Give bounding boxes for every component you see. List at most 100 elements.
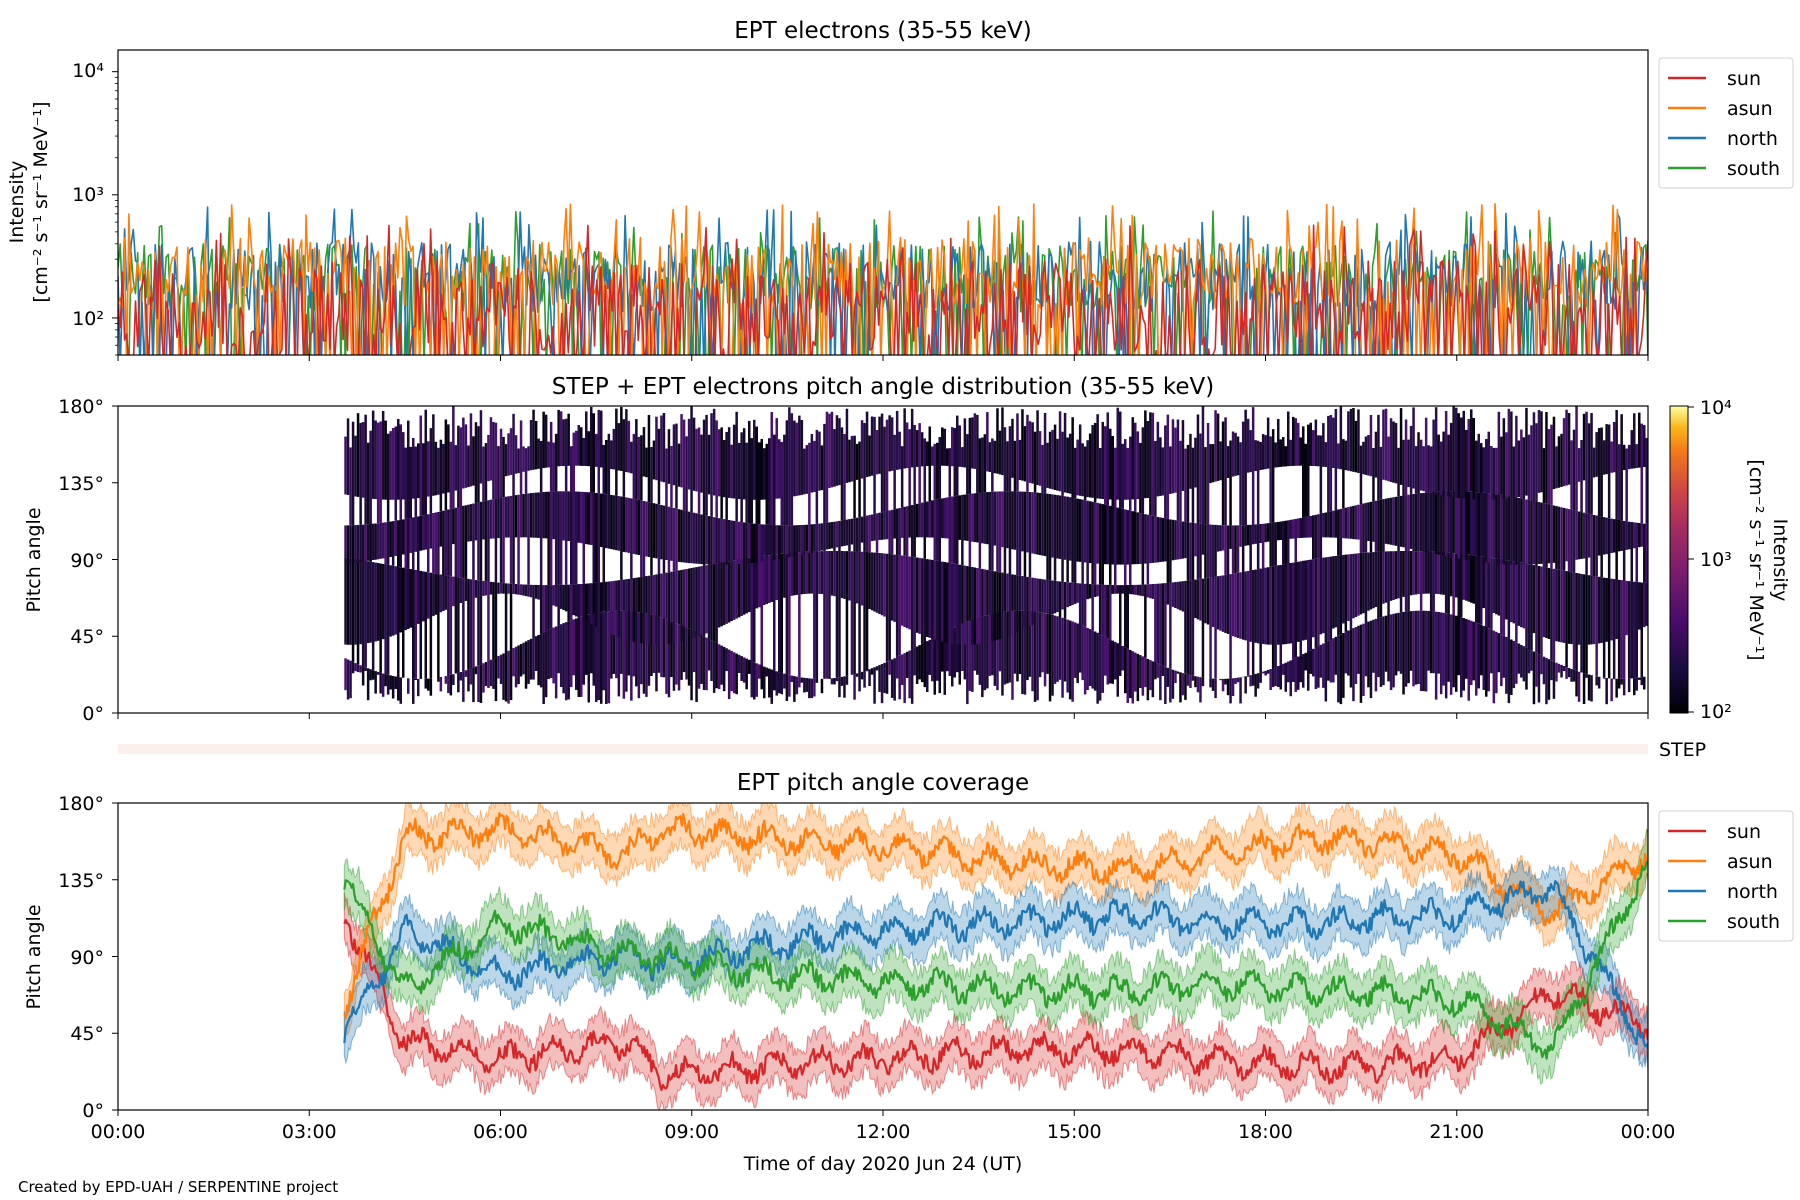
- heatmap-cell: [1231, 678, 1235, 696]
- heatmap-cell: [585, 411, 588, 466]
- heatmap-cell: [1502, 418, 1506, 499]
- heatmap-cell: [1287, 520, 1290, 564]
- heatmap-cell: [657, 504, 661, 574]
- heatmap-cell: [1058, 617, 1062, 680]
- heatmap-cell: [928, 501, 932, 538]
- heatmap-cell: [1362, 623, 1365, 696]
- heatmap-cell: [1018, 575, 1022, 611]
- heatmap-cell: [732, 424, 736, 499]
- heatmap-cell: [998, 612, 1002, 672]
- heatmap-cell: [427, 514, 430, 573]
- heatmap-cell: [1266, 417, 1270, 469]
- heatmap-cell: [923, 558, 927, 643]
- heatmap-cell: [800, 525, 804, 555]
- heatmap-cell: [412, 517, 415, 570]
- heatmap-cell: [457, 507, 460, 578]
- heatmap-cell: [1068, 620, 1072, 700]
- heatmap-cell: [427, 572, 430, 619]
- heatmap-cell: [622, 497, 626, 552]
- heatmap-cell: [695, 632, 698, 702]
- heatmap-cell: [1184, 448, 1187, 522]
- heatmap-cell: [484, 662, 488, 687]
- heatmap-cell: [549, 491, 553, 586]
- heatmap-cell: [1460, 617, 1463, 698]
- heatmap-cell: [1191, 675, 1195, 681]
- heatmap-cell: [1056, 581, 1059, 612]
- heatmap-cell: [1532, 500, 1536, 565]
- heatmap-cell: [1041, 612, 1044, 673]
- heatmap-cell: [607, 433, 611, 495]
- heatmap-cell: [1134, 584, 1137, 595]
- heatmap-cell: [1156, 583, 1160, 664]
- heatmap-cell: [1590, 514, 1593, 576]
- heatmap-cell: [1304, 443, 1308, 517]
- heatmap-cell: [577, 425, 581, 466]
- heatmap-cell: [813, 551, 816, 679]
- heatmap-cell: [900, 446, 904, 508]
- heatmap-cell: [1008, 574, 1012, 636]
- heatmap-cell: [1362, 441, 1365, 475]
- heatmap-cell: [1068, 433, 1072, 494]
- heatmap-cell: [1038, 431, 1042, 486]
- heatmap-cell: [1302, 654, 1305, 688]
- heatmap-cell: [1224, 678, 1227, 685]
- heatmap-cell: [1271, 668, 1275, 688]
- heatmap-cell: [1557, 663, 1561, 673]
- heatmap-cell: [1011, 491, 1014, 550]
- heatmap-cell: [1219, 441, 1222, 481]
- heatmap-cell: [858, 517, 861, 552]
- heatmap-cell: [1292, 416, 1295, 466]
- heatmap-cell: [1444, 552, 1448, 614]
- heatmap-cell: [780, 441, 784, 526]
- heatmap-cell: [447, 575, 450, 676]
- heatmap-cell: [971, 493, 974, 542]
- heatmap-cell: [830, 551, 834, 596]
- panel1-ytick-label: 10⁴: [72, 60, 104, 82]
- x-tick-label: 21:00: [1429, 1121, 1484, 1143]
- heatmap-cell: [557, 625, 560, 674]
- heatmap-cell: [642, 576, 646, 644]
- heatmap-cell: [717, 518, 721, 563]
- heatmap-cell: [863, 551, 866, 671]
- heatmap-cell: [1091, 630, 1094, 689]
- heatmap-cell: [534, 584, 538, 599]
- heatmap-cell: [1031, 422, 1034, 484]
- heatmap-cell: [429, 678, 433, 696]
- heatmap-cell: [1407, 439, 1410, 488]
- heatmap-cell: [968, 566, 972, 621]
- heatmap-cell: [361, 666, 365, 686]
- heatmap-cell: [612, 428, 616, 470]
- heatmap-cell: [497, 498, 500, 539]
- heatmap-cell: [1174, 670, 1177, 683]
- heatmap-cell: [1259, 568, 1262, 673]
- heatmap-cell: [763, 448, 766, 500]
- panel3-ytick-label: 180°: [58, 793, 104, 815]
- heatmap-cell: [808, 678, 811, 699]
- heatmap-cell: [1028, 611, 1032, 677]
- heatmap-cell: [1277, 521, 1280, 541]
- heatmap-cell: [642, 613, 646, 694]
- heatmap-cell: [419, 415, 423, 516]
- heatmap-cell: [848, 439, 851, 483]
- heatmap-cell: [1339, 406, 1343, 470]
- heatmap-cell: [1595, 432, 1598, 477]
- heatmap-cell: [903, 555, 906, 627]
- heatmap-cell: [1447, 434, 1450, 497]
- heatmap-cell: [630, 578, 633, 641]
- heatmap-cell: [913, 557, 916, 648]
- heatmap-cell: [920, 432, 924, 467]
- heatmap-cell: [1502, 559, 1506, 636]
- heatmap-cell: [366, 524, 370, 561]
- heatmap-cell: [1011, 418, 1014, 478]
- heatmap-cell: [429, 428, 433, 514]
- heatmap-cell: [1485, 493, 1488, 563]
- heatmap-cell: [687, 511, 691, 564]
- panel1-legend-box: [1658, 57, 1794, 189]
- heatmap-cell: [462, 671, 465, 702]
- heatmap-cell: [1199, 523, 1202, 579]
- heatmap-cell: [494, 422, 498, 499]
- heatmap-cell: [529, 420, 533, 471]
- heatmap-cell: [1530, 425, 1533, 501]
- heatmap-cell: [755, 523, 759, 563]
- heatmap-cell: [1460, 491, 1463, 554]
